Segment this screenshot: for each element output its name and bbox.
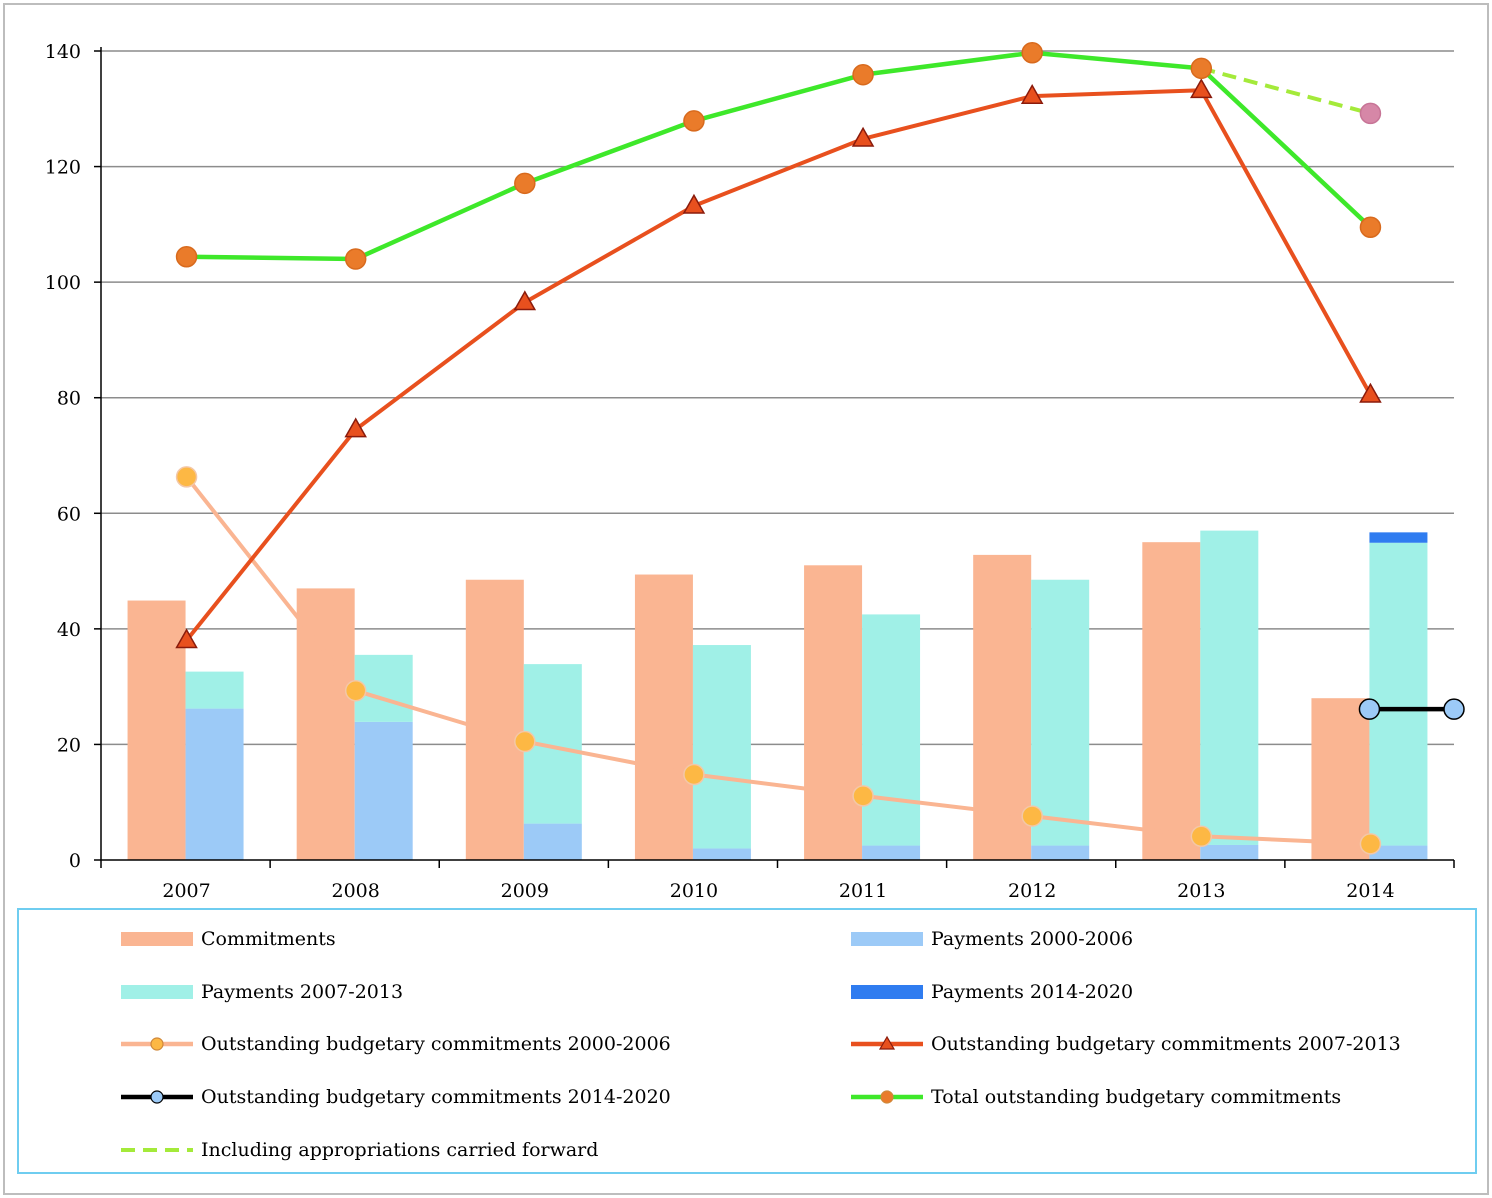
bar-commitments [804,565,863,860]
x-tick-label: 2013 [1177,880,1225,902]
y-tick-label: 120 [45,157,81,179]
line-including-appropriations [1200,66,1371,116]
bar-payments-2007-2013 [692,645,751,849]
point-outstanding-2000-2006 [1021,805,1043,827]
point-total-outstanding [344,248,367,270]
legend-swatch [121,1090,193,1104]
bar-commitments [634,574,693,860]
point-outstanding-2007-2013 [175,628,198,649]
x-tick-label: 2008 [332,880,380,902]
point-outstanding-2000-2006 [852,785,874,807]
chart-legend: Commitments Payments 2000-2006 Payments 20… [17,908,1477,1174]
point-outstanding-2000-2006 [683,763,705,786]
legend-swatch [121,1148,193,1152]
legend-item: Total outstanding budgetary commitments [851,1082,1341,1112]
legend-swatch [121,932,193,946]
x-tick-label: 2011 [839,880,887,902]
legend-label: Including appropriations carried forward [201,1139,599,1161]
point-total-outstanding [514,172,536,195]
point-outstanding-2007-2013 [1190,78,1213,99]
legend-label: Payments 2007-2013 [201,981,404,1003]
bar-payments-2000-2006 [1200,844,1259,860]
point-outstanding-2000-2006 [1359,833,1382,855]
point-outstanding-2000-2006 [344,679,367,702]
legend-label: Outstanding budgetary commitments 2014-2… [201,1086,671,1108]
point-total-outstanding [683,110,705,132]
y-tick-label: 20 [57,734,81,756]
legend-item: Commitments [121,924,336,954]
y-tick-label: 60 [57,503,81,525]
point-outstanding-2000-2006 [175,466,198,488]
legend-item: Payments 2014-2020 [851,977,1133,1007]
bar-payments-2000-2006 [523,823,582,860]
x-tick-label: 2014 [1346,880,1394,902]
x-tick-label: 2007 [162,880,210,902]
legend-label: Payments 2000-2006 [931,928,1134,950]
bar-payments-2007-2013 [862,614,921,846]
bar-payments-2000-2006 [862,845,921,860]
point-outstanding-2007-2013 [851,126,875,147]
point-outstanding-2000-2006 [1190,825,1213,848]
point-total-outstanding [1021,41,1043,64]
legend-swatch [121,1037,193,1051]
legend-label: Payments 2014-2020 [931,981,1134,1003]
legend-label: Total outstanding budgetary commitments [931,1086,1342,1108]
y-tick-label: 100 [45,272,81,294]
line-total-outstanding [186,50,1372,262]
legend-item: Outstanding budgetary commitments 2007-2… [851,1029,1401,1059]
point-total-outstanding [852,63,874,86]
legend-item: Payments 2007-2013 [121,977,403,1007]
bar-payments-2007-2013 [1200,530,1259,845]
point-including-appropriations [1359,102,1382,125]
bar-payments-2014-2020 [1369,532,1428,543]
bar-commitments [465,579,524,860]
line-outstanding-2000-2006 [184,475,1371,846]
y-tick-label: 140 [45,41,81,63]
point-outstanding-2000-2006 [514,730,536,753]
bar-payments-2000-2006 [185,708,244,860]
legend-item: Including appropriations carried forward [121,1135,598,1165]
legend-swatch [851,985,923,999]
bar-commitments [127,600,186,860]
legend-swatch [851,1035,923,1050]
y-tick-label: 40 [57,619,81,641]
bar-payments-2000-2006 [1031,845,1090,860]
legend-swatch [851,1090,923,1104]
chart-frame [3,3,1489,1195]
point-total-outstanding [1359,216,1382,238]
legend-item: Outstanding budgetary commitments 2000-2… [121,1029,671,1059]
x-tick-label: 2012 [1008,880,1056,902]
x-tick-label: 2009 [501,880,549,902]
bar-payments-2007-2013 [1369,542,1428,846]
bar-payments-2000-2006 [354,721,413,860]
legend-label: Outstanding budgetary commitments 2007-2… [931,1033,1401,1055]
point-outstanding-2007-2013 [1020,84,1044,104]
x-tick-label: 2010 [670,880,718,902]
bar-payments-2007-2013 [1031,579,1090,846]
bar-payments-2000-2006 [692,848,751,860]
legend-swatch [121,985,193,999]
point-outstanding-2007-2013 [1359,382,1382,403]
line-outstanding-2007-2013 [185,88,1373,642]
bar-payments-2000-2006 [1369,845,1428,860]
y-tick-label: 0 [69,850,81,872]
point-outstanding-2014-2020 [1443,698,1465,720]
point-outstanding-2014-2020 [1358,698,1381,720]
chart-plot: 0 20 40 60 80 100 120 140 2007 2008 2009 2010 2011 20… [45,41,1465,902]
legend-item: Payments 2000-2006 [851,924,1133,954]
point-total-outstanding [175,245,198,268]
point-outstanding-2007-2013 [513,290,537,311]
point-total-outstanding [1190,57,1213,80]
point-outstanding-2007-2013 [344,417,367,438]
legend-label: Commitments [201,928,336,950]
legend-item: Outstanding budgetary commitments 2014-2… [121,1082,671,1112]
bar-payments-2007-2013 [185,671,244,709]
bar-commitments [1142,542,1201,860]
legend-label: Outstanding budgetary commitments 2000-2… [201,1033,671,1055]
bar-commitments [1311,698,1370,860]
y-tick-label: 80 [57,388,81,410]
legend-swatch [851,932,923,946]
bar-commitments [296,588,355,860]
point-outstanding-2007-2013 [682,193,706,214]
